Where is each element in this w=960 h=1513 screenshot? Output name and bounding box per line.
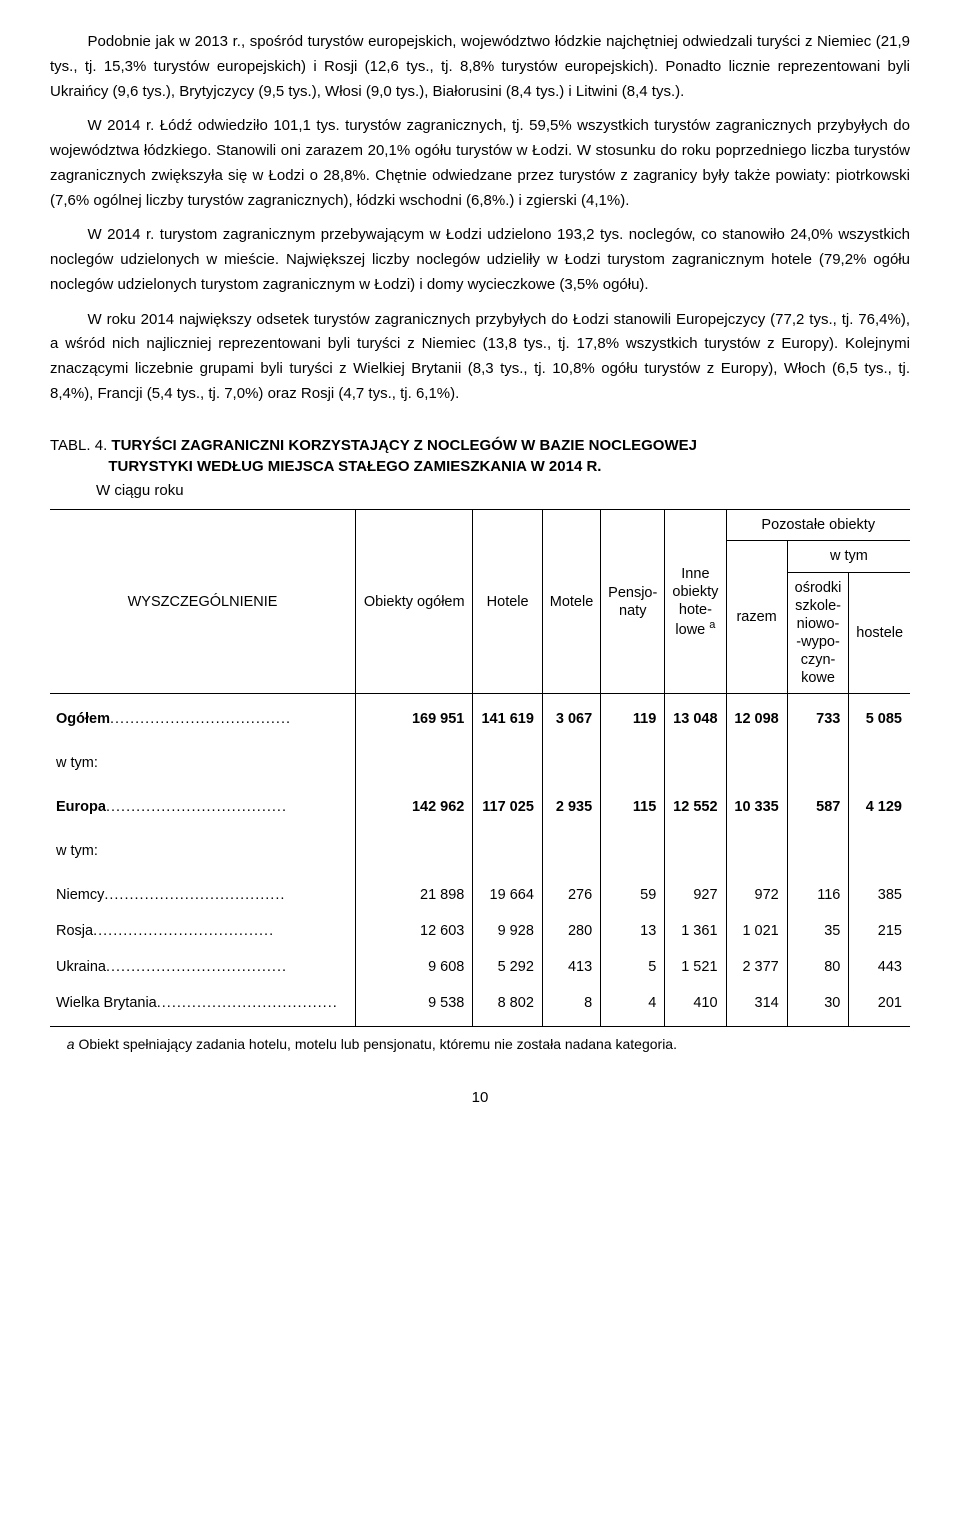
paragraph-1: Podobnie jak w 2013 r., spośród turystów… — [50, 30, 910, 104]
table-row: w tym: — [50, 738, 910, 790]
col-header-wyszczegolnienie: WYSZCZEGÓLNIENIE — [50, 510, 356, 694]
table-title-line2: TURYSTYKI WEDŁUG MIEJSCA STAŁEGO ZAMIESZ… — [108, 458, 601, 475]
col-header-osrodki: ośrodki szkole- niowo- -wypo- czyn- kowe — [787, 572, 849, 694]
paragraph-2: W 2014 r. Łódź odwiedziło 101,1 tys. tur… — [50, 114, 910, 213]
col-header-motele: Motele — [542, 510, 600, 694]
paragraph-4: W roku 2014 największy odsetek turystów … — [50, 308, 910, 407]
table-row: w tym: — [50, 826, 910, 878]
table-subcaption: W ciągu roku — [96, 479, 910, 504]
col-header-pensjonaty: Pensjo-naty — [601, 510, 665, 694]
col-header-razem: razem — [726, 541, 787, 694]
table-row: Niemcy .................................… — [50, 878, 910, 914]
col-header-wtym: w tym — [787, 541, 910, 572]
col-header-pozostale: Pozostałe obiekty — [726, 510, 910, 541]
table-row: Wielka Brytania ........................… — [50, 986, 910, 1026]
table-footnote: a Obiekt spełniający zadania hotelu, mot… — [50, 1033, 910, 1056]
col-header-inne-obiekty: Inne obiekty hote- lowe a — [665, 510, 726, 694]
paragraph-3: W 2014 r. turystom zagranicznym przebywa… — [50, 223, 910, 297]
col-header-hostele: hostele — [849, 572, 910, 694]
page-number: 10 — [50, 1086, 910, 1111]
data-table: WYSZCZEGÓLNIENIE Obiekty ogółem Hotele M… — [50, 509, 910, 1026]
table-row: Ogółem .................................… — [50, 694, 910, 738]
table-row: Rosja ..................................… — [50, 914, 910, 950]
table-caption: TABL. 4. TURYŚCI ZAGRANICZNI KORZYSTAJĄC… — [50, 435, 910, 477]
table-row: Ukraina ................................… — [50, 950, 910, 986]
table-number: TABL. 4. — [50, 437, 111, 454]
table-title-line1: TURYŚCI ZAGRANICZNI KORZYSTAJĄCY Z NOCLE… — [111, 437, 697, 454]
col-header-obiekty-ogolem: Obiekty ogółem — [356, 510, 473, 694]
col-header-hotele: Hotele — [473, 510, 543, 694]
table-row: Europa .................................… — [50, 790, 910, 826]
